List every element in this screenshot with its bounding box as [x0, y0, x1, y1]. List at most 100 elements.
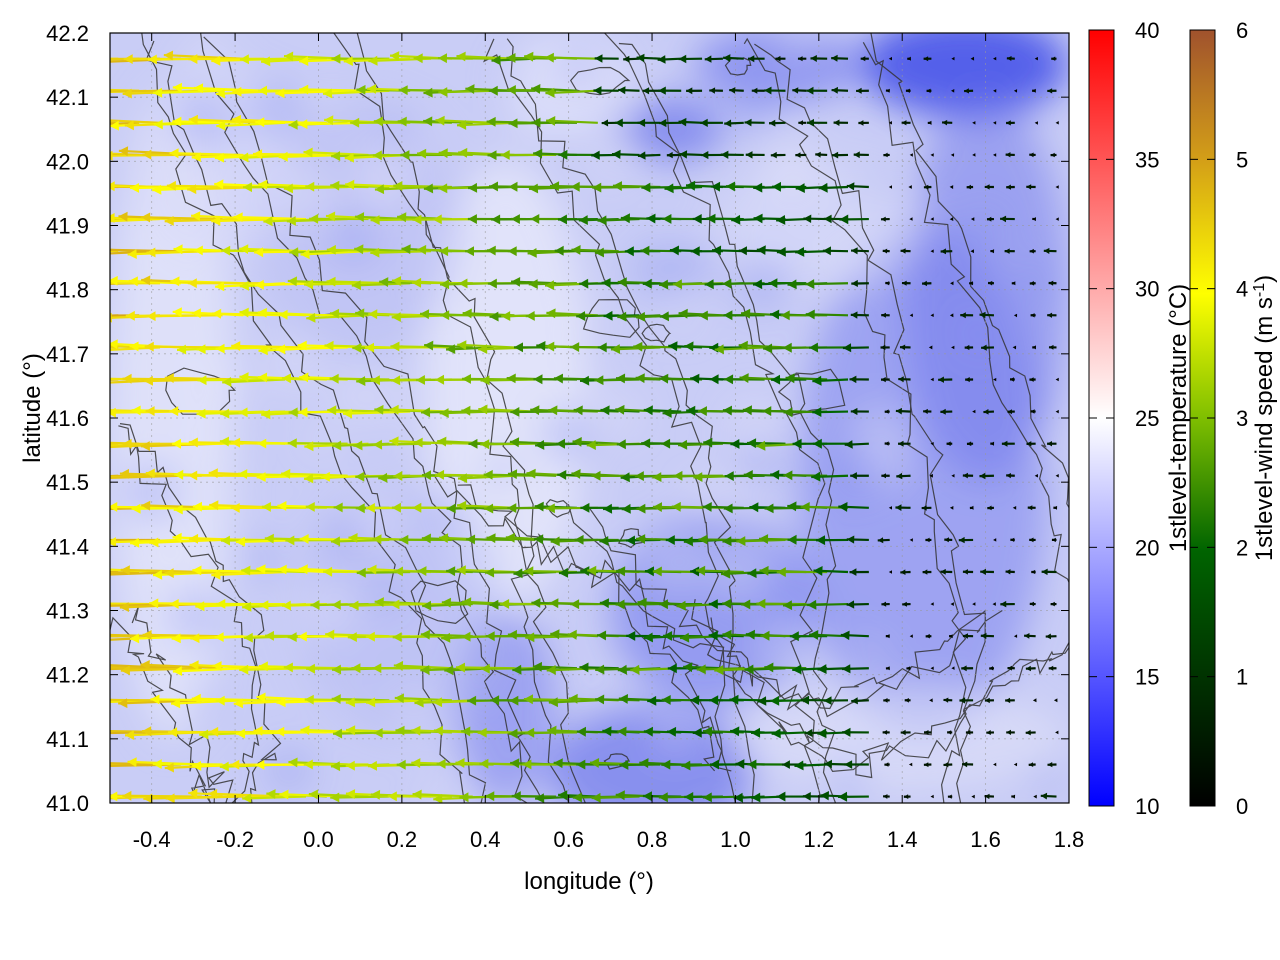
wind-vector — [969, 505, 974, 510]
wind-vector — [950, 602, 954, 606]
wind-vector — [808, 342, 849, 353]
wind-vector — [838, 502, 869, 512]
wind-vector — [211, 215, 286, 226]
wind-vector — [393, 660, 452, 671]
wind-cb-tick-label: 1 — [1236, 665, 1248, 690]
wind-vector — [860, 56, 869, 62]
wind-vector — [858, 120, 869, 126]
temperature-colorbar: 10 15 20 25 30 35 40 1stlevel-temperature (°C) — [1088, 18, 1192, 819]
wind-vector — [907, 56, 911, 61]
wind-vector — [747, 438, 786, 449]
wind-vector — [993, 377, 997, 382]
wind-vector — [993, 538, 997, 542]
wind-vector — [744, 118, 765, 127]
wind-vector — [908, 185, 912, 189]
wind-vector — [909, 538, 913, 542]
wind-vector — [806, 86, 828, 95]
wind-vector — [1025, 665, 1036, 672]
x-tick-label: -0.4 — [133, 827, 171, 852]
wind-vector — [899, 344, 911, 351]
wind-vector — [805, 279, 849, 289]
wind-vector — [664, 183, 703, 194]
wind-vector — [686, 87, 703, 95]
wind-vector — [172, 666, 244, 676]
wind-cb-tick-label: 3 — [1236, 406, 1248, 431]
wind-vector — [930, 153, 934, 157]
wind-vector — [594, 54, 619, 63]
wind-vector — [1005, 697, 1015, 704]
wind-vector — [1032, 698, 1037, 703]
wind-vector — [1032, 88, 1036, 93]
wind-vector — [970, 217, 975, 221]
wind-vector — [962, 569, 974, 575]
wind-vector — [885, 281, 890, 286]
wind-vector — [960, 312, 974, 319]
wind-vector — [641, 182, 682, 193]
temp-cb-tick-label: 35 — [1135, 147, 1159, 172]
wind-vector — [812, 375, 849, 386]
wind-vector — [949, 634, 953, 639]
wind-vector — [110, 442, 119, 445]
wind-vector — [800, 695, 828, 705]
wind-vector — [239, 54, 306, 65]
wind-vector — [841, 664, 869, 674]
wind-vector — [110, 314, 140, 317]
wind-vector — [723, 310, 765, 321]
wind-vector — [922, 280, 932, 287]
wind-vector — [949, 217, 954, 221]
wind-vector — [929, 698, 933, 703]
wind-vector — [958, 536, 974, 544]
wind-vector — [1055, 409, 1059, 414]
wind-vector — [885, 88, 890, 93]
wind-vector — [188, 470, 265, 481]
y-tick-label: 41.7 — [46, 342, 89, 367]
wind-vector — [724, 119, 744, 128]
wind-vector — [110, 698, 119, 702]
wind-vector — [289, 247, 348, 258]
wind-vector — [930, 442, 934, 446]
wind-vector — [921, 505, 932, 511]
wind-vector — [110, 250, 161, 255]
wind-vector — [1025, 729, 1036, 736]
wind-vector — [904, 698, 911, 703]
wind-vector — [840, 630, 869, 641]
wind-vector — [729, 87, 744, 94]
wind-vector — [487, 278, 536, 289]
wind-vector — [1051, 537, 1057, 543]
wind-vector — [926, 88, 932, 93]
wind-vector — [738, 340, 786, 351]
wind-vector — [510, 407, 557, 417]
wind-vector — [525, 632, 578, 643]
wind-vector — [110, 185, 119, 189]
wind-vector — [923, 56, 932, 62]
wind-vector — [928, 345, 933, 350]
wind-vector — [1032, 345, 1036, 350]
wind-vector — [709, 87, 723, 94]
y-tick-label: 42.2 — [46, 21, 89, 46]
wind-vector — [951, 89, 955, 93]
wind-vector — [698, 534, 744, 545]
wind-vector — [700, 151, 723, 160]
wind-vector — [619, 760, 661, 770]
wind-vector — [877, 537, 890, 544]
wind-vector — [1007, 409, 1015, 415]
wind-vector — [535, 793, 578, 803]
wind-vector — [662, 408, 703, 418]
wind-vector — [522, 759, 577, 770]
wind-vector — [950, 153, 955, 157]
wind-vector — [150, 694, 223, 705]
wind-vector — [1004, 248, 1015, 254]
wind-vector — [815, 151, 828, 158]
wind-vector — [637, 151, 661, 160]
wind-vector — [951, 666, 955, 670]
wind-vector — [110, 248, 181, 253]
wind-vector — [930, 794, 934, 799]
wind-vector — [241, 565, 306, 576]
wind-vector — [187, 278, 265, 289]
wind-vector — [394, 693, 452, 704]
wind-vector — [1007, 665, 1015, 671]
wind-vectors — [110, 50, 1059, 803]
wind-cb-tick-label: 5 — [1236, 147, 1248, 172]
wind-vector — [986, 730, 994, 735]
wind-vector — [723, 54, 744, 62]
